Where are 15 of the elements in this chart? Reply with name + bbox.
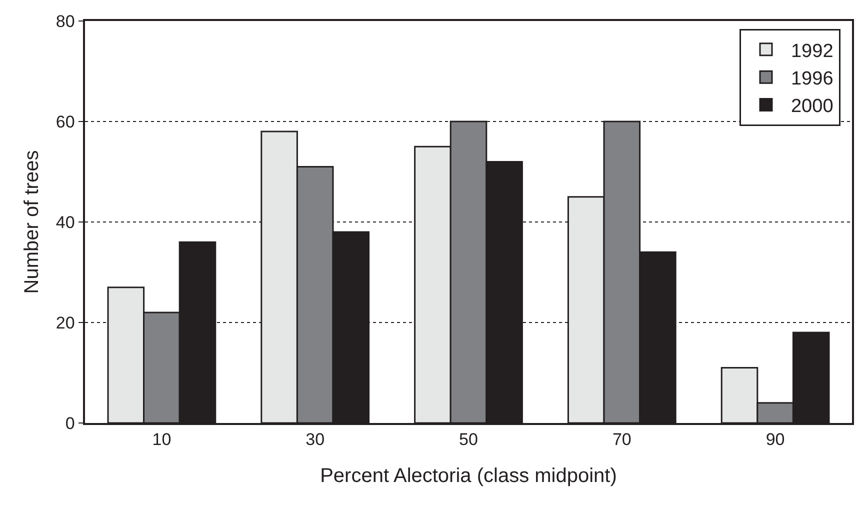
x-tick-label: 70 <box>612 430 632 450</box>
y-tick-label: 0 <box>65 414 75 433</box>
x-tick-label: 90 <box>766 430 785 450</box>
x-tick-label: 30 <box>306 430 325 450</box>
y-axis-title: Number of trees <box>20 150 43 294</box>
y-tick-label: 40 <box>56 212 75 232</box>
legend-label: 1992 <box>790 40 834 62</box>
legend-label: 2000 <box>790 96 834 118</box>
legend-label: 1996 <box>790 68 834 90</box>
y-tick-label: 60 <box>56 112 75 132</box>
x-tick-label: 50 <box>459 430 478 450</box>
x-axis-title: Percent Alectoria (class midpoint) <box>320 465 617 488</box>
y-tick-label: 20 <box>56 313 75 332</box>
y-tick-label: 80 <box>56 12 75 31</box>
x-tick-label: 10 <box>152 430 172 450</box>
